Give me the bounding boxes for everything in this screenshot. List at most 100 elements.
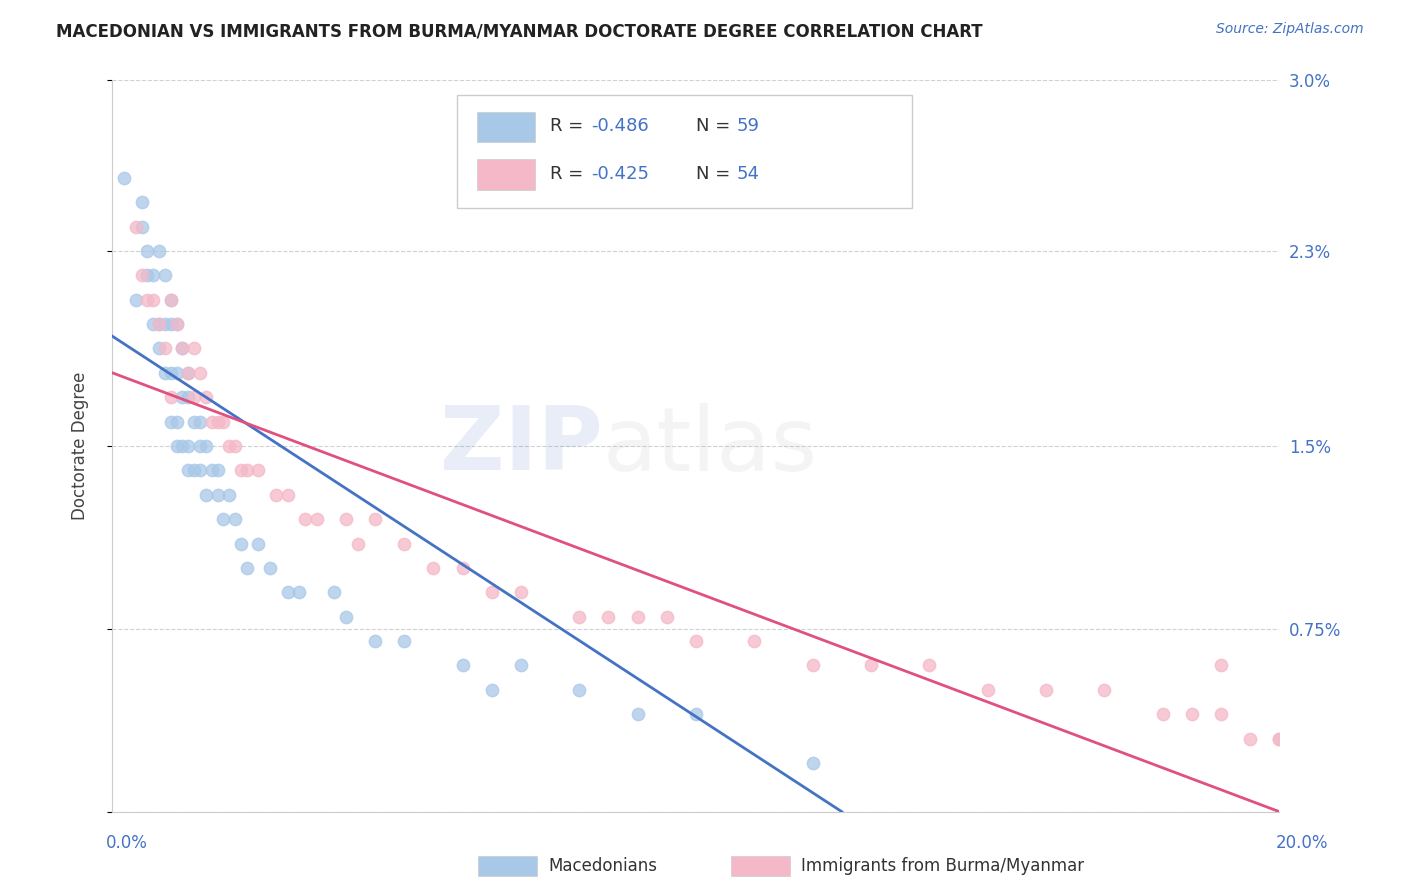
Point [346,536,368,550]
Point [481,585,503,599]
Point [188,463,211,477]
Point [136,268,159,283]
Point [212,512,235,526]
Y-axis label: Doctorate Degree: Doctorate Degree [70,372,89,520]
Point [160,317,183,331]
Point [1181,707,1204,722]
Point [1268,731,1291,746]
Point [136,293,159,307]
Point [235,561,257,575]
Point [568,682,591,697]
Point [125,293,148,307]
Point [160,366,183,380]
Point [394,536,416,550]
Text: 0.0%: 0.0% [105,834,148,852]
Point [224,512,246,526]
Point [183,415,205,429]
Point [568,609,591,624]
Point [259,561,281,575]
Point [194,390,217,404]
FancyBboxPatch shape [477,112,534,143]
Text: ZIP: ZIP [440,402,603,490]
Point [131,195,153,210]
Point [685,634,707,648]
Point [142,317,165,331]
Point [323,585,346,599]
Point [224,439,246,453]
Point [148,317,170,331]
Point [153,342,176,356]
Point [976,682,998,697]
Point [166,366,188,380]
Point [742,634,765,648]
Point [655,609,678,624]
Text: N =: N = [696,165,735,183]
Point [1152,707,1174,722]
Point [918,658,941,673]
Text: N =: N = [696,118,735,136]
Point [177,439,200,453]
Point [125,219,148,234]
Point [142,293,165,307]
FancyBboxPatch shape [477,160,534,190]
Point [166,317,188,331]
Point [509,658,531,673]
Point [207,488,229,502]
Point [172,390,194,404]
Point [148,317,170,331]
Point [364,512,387,526]
Point [207,415,229,429]
Point [229,536,252,550]
Point [131,268,153,283]
Point [136,244,159,258]
Text: -0.425: -0.425 [591,165,650,183]
Text: 59: 59 [737,118,759,136]
Text: Immigrants from Burma/Myanmar: Immigrants from Burma/Myanmar [801,857,1084,875]
Point [177,366,200,380]
Point [153,366,176,380]
Text: 20.0%: 20.0% [1277,834,1329,852]
Point [235,463,257,477]
Text: 54: 54 [737,165,759,183]
Point [131,219,153,234]
Point [218,488,240,502]
Point [188,415,211,429]
Point [1209,658,1232,673]
Point [422,561,444,575]
Text: Source: ZipAtlas.com: Source: ZipAtlas.com [1216,22,1364,37]
Point [1268,731,1291,746]
Point [1035,682,1057,697]
Point [481,682,503,697]
Point [160,293,183,307]
Point [148,342,170,356]
Point [288,585,311,599]
Point [294,512,316,526]
Text: MACEDONIAN VS IMMIGRANTS FROM BURMA/MYANMAR DOCTORATE DEGREE CORRELATION CHART: MACEDONIAN VS IMMIGRANTS FROM BURMA/MYAN… [56,22,983,40]
Point [276,585,298,599]
Point [172,342,194,356]
Text: R =: R = [550,118,589,136]
Point [172,342,194,356]
Point [160,293,183,307]
Point [153,268,176,283]
Point [247,463,270,477]
Point [860,658,883,673]
Point [160,415,183,429]
Point [194,488,217,502]
Point [142,268,165,283]
Point [218,439,240,453]
Point [364,634,387,648]
Point [177,390,200,404]
Text: Macedonians: Macedonians [548,857,658,875]
Point [153,317,176,331]
Point [166,415,188,429]
Point [188,366,211,380]
Point [394,634,416,648]
Point [183,390,205,404]
Point [201,415,224,429]
Point [194,439,217,453]
Point [166,439,188,453]
Point [451,658,474,673]
Point [276,488,298,502]
Point [112,170,135,185]
